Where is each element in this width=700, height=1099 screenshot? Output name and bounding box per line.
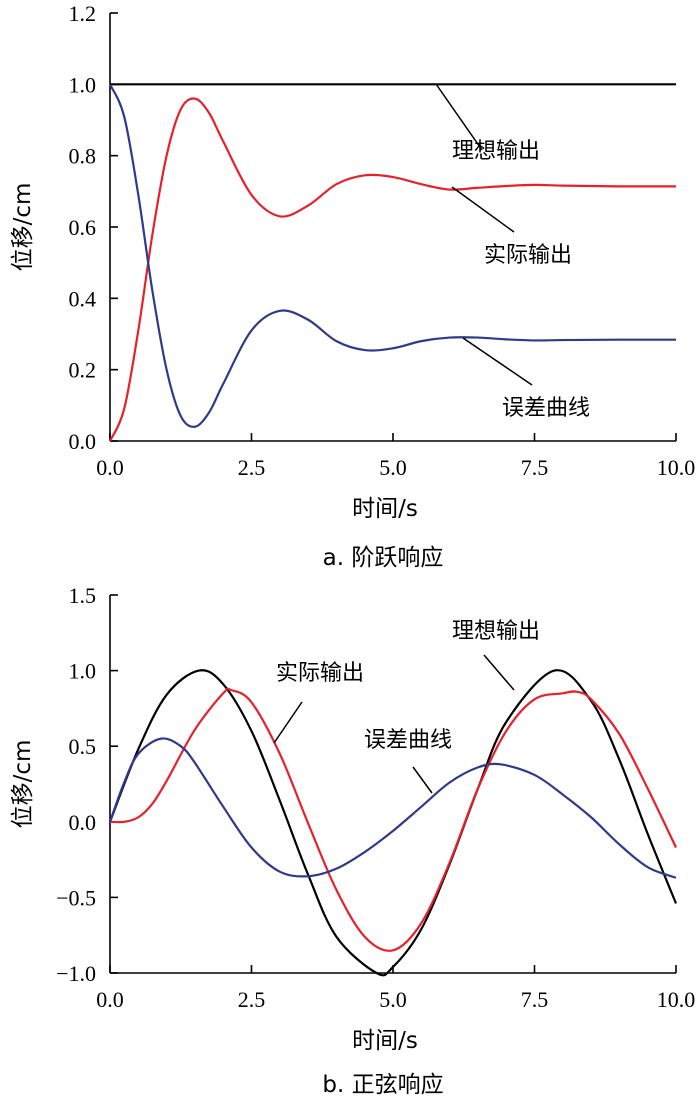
annotation-leader-line xyxy=(451,186,515,233)
x-tick-label: 5.0 xyxy=(379,455,407,480)
y-tick-label: 0.5 xyxy=(69,734,97,759)
y-axis-title: 位移/cm xyxy=(10,740,36,829)
series-line-0 xyxy=(108,669,678,977)
chart-panel-a: 0.0 2.5 5.0 7.5 10.0 0.0 0.2 0.4 0.6 0.8 1.0 1.2 理想输… xyxy=(10,1,695,571)
y-tick-label: 1.2 xyxy=(69,1,97,26)
y-tick-label: 0.6 xyxy=(69,215,97,240)
x-axis-title: 时间/s xyxy=(352,496,418,522)
y-tick-label: 0.2 xyxy=(69,358,97,383)
y-tick-label: −1.0 xyxy=(56,961,96,986)
x-tick-label: 0.0 xyxy=(96,987,124,1012)
annotation-label: 理想输出 xyxy=(452,619,540,644)
x-axis-title: 时间/s xyxy=(352,1028,418,1054)
y-tick-label: 0.4 xyxy=(69,286,97,311)
y-tick-label: 0.8 xyxy=(69,144,97,169)
y-tick-label: 0.0 xyxy=(69,810,97,835)
x-tick-label: 7.5 xyxy=(521,455,549,480)
annotation-leader-line xyxy=(435,83,483,151)
annotation-leader-line xyxy=(273,701,303,744)
x-tick-label: 7.5 xyxy=(521,987,549,1012)
x-tick-label: 2.5 xyxy=(238,987,266,1012)
x-tick-label: 2.5 xyxy=(238,455,266,480)
chart-caption: a. 阶跃响应 xyxy=(323,545,444,571)
chart-panel-b: 0.0 2.5 5.0 7.5 10.0 −1.0 −0.5 0.0 0.5 1.0 1.5 理想输出… xyxy=(10,583,695,1098)
annotation-label: 误差曲线 xyxy=(364,728,452,753)
x-tick-label: 0.0 xyxy=(96,455,124,480)
x-tick-label: 5.0 xyxy=(379,987,407,1012)
annotation-label: 理想输出 xyxy=(452,139,540,164)
annotation-label: 实际输出 xyxy=(484,243,572,268)
y-tick-label: 1.0 xyxy=(69,72,97,97)
annotation-label: 实际输出 xyxy=(276,661,364,686)
series-line-1 xyxy=(108,97,677,442)
x-tick-label: 10.0 xyxy=(657,987,696,1012)
annotation-label: 误差曲线 xyxy=(502,396,590,421)
y-tick-label: 1.0 xyxy=(69,659,97,684)
annotation-leader-line xyxy=(462,337,533,386)
y-tick-label: −0.5 xyxy=(56,885,96,910)
y-tick-label: 1.5 xyxy=(69,583,97,608)
annotation-leader-line xyxy=(412,766,433,794)
series-line-2 xyxy=(108,737,677,879)
chart-caption: b. 正弦响应 xyxy=(322,1072,443,1098)
x-tick-label: 10.0 xyxy=(657,455,696,480)
series-line-1 xyxy=(109,687,677,952)
y-axis-title: 位移/cm xyxy=(10,183,36,272)
series-line-2 xyxy=(108,83,677,428)
y-tick-label: 0.0 xyxy=(69,429,97,454)
annotation-leader-line xyxy=(483,654,515,691)
